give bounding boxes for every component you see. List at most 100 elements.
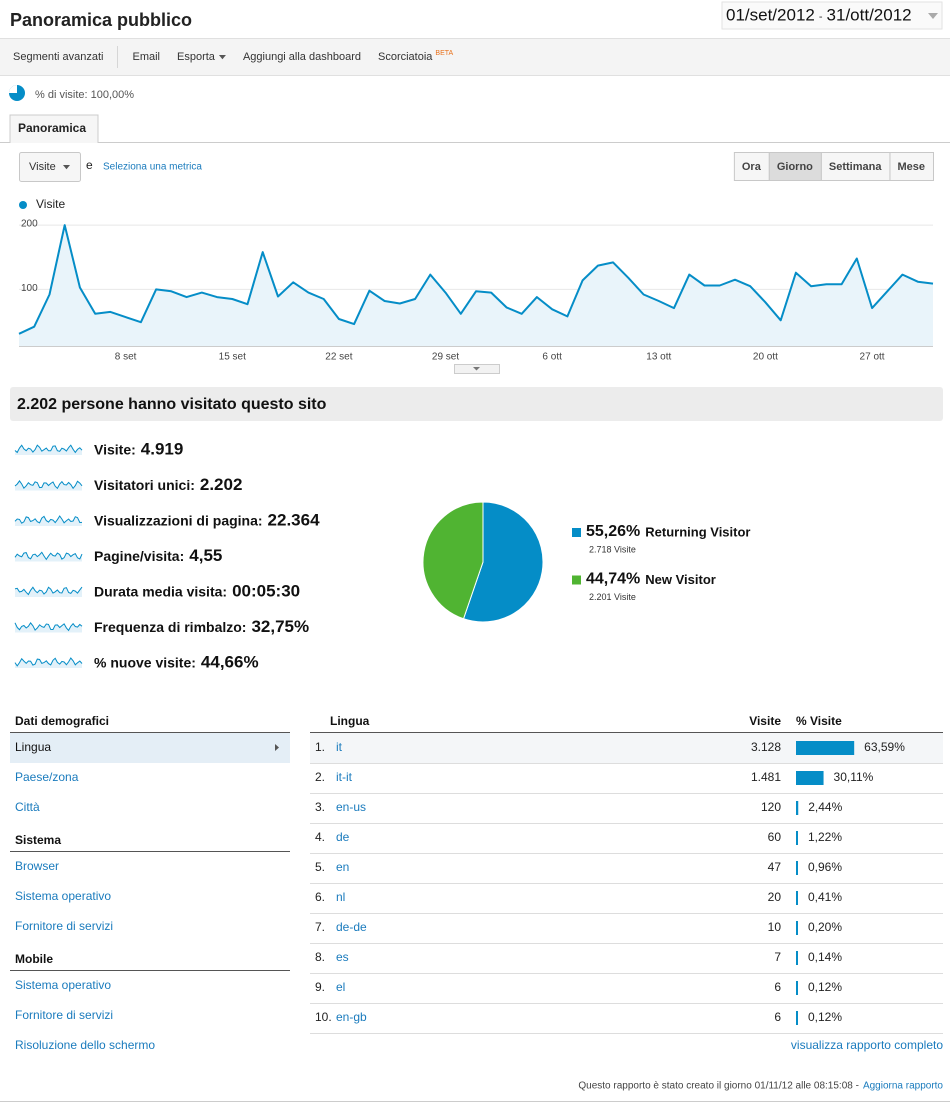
language-link[interactable]: de [336,830,350,844]
nav-item[interactable]: Sistema operativo [15,978,111,992]
beta-badge: BETA [435,50,453,57]
language-link[interactable]: it-it [336,770,353,784]
share-bar [796,771,824,785]
metric-value: 22.364 [268,510,321,529]
x-tick-label: 27 ott [860,352,885,363]
summary-bar [10,387,943,421]
refresh-link[interactable]: Aggiorna rapporto [863,1081,943,1092]
segment-label: % di visite: 100,00% [35,89,134,101]
share-label: 0,14% [808,950,842,964]
visits-value: 120 [761,800,781,814]
language-link[interactable]: en-gb [336,1010,367,1024]
column-header: % Visite [796,714,842,728]
sparkline-area [15,622,82,633]
language-link[interactable]: it [336,740,343,754]
share-label: 63,59% [864,740,905,754]
nav-section-title: Mobile [15,952,53,966]
legend-label: Visite [36,197,65,211]
x-tick-label: 29 set [432,352,459,363]
share-label: 2,44% [808,800,842,814]
dropdown-arrow [218,55,226,60]
period-button[interactable] [768,152,822,181]
visits-value: 3.128 [751,740,781,754]
metric-value: 32,75% [251,617,309,636]
column-header: Lingua [330,714,370,728]
pie-visits-label: 2.201 Visite [589,592,636,602]
nav-item[interactable]: Browser [15,859,59,873]
sparkline [14,515,83,524]
pie-value-label: 55,26% [586,523,640,540]
nav-section-title: Dati demografici [15,714,109,728]
tab[interactable] [9,114,99,143]
period-button[interactable] [820,152,891,181]
nav-item[interactable]: Sistema operativo [15,889,111,903]
toolbar-button[interactable]: Scorciatoia [378,51,433,63]
period-button[interactable] [889,152,934,181]
metric-value: 4,55 [189,546,222,565]
language-link[interactable]: de-de [336,920,367,934]
sparkline-area [15,516,82,526]
pie-slice [422,501,484,620]
tab-label[interactable]: Panoramica [18,121,86,135]
metric-label: Durata media visita: [94,584,227,600]
page-title: Panoramica pubblico [10,10,192,30]
full-report-link[interactable]: visualizza rapporto completo [791,1038,943,1052]
nav-item[interactable]: Risoluzione dello schermo [15,1038,155,1052]
language-link[interactable]: el [336,980,345,994]
period-button[interactable] [733,152,770,181]
pie-legend-label: New Visitor [645,572,716,587]
select-metric-link[interactable]: Seleziona una metrica [103,162,202,173]
metric-dropdown-label[interactable]: Visite [29,161,56,173]
period-button-label[interactable]: Mese [897,161,925,173]
row-rank: 2. [315,770,325,784]
metric-label: Visite: [94,442,136,458]
language-link[interactable]: es [336,950,349,964]
handle-arrow [473,367,480,371]
toolbar-button[interactable]: Email [133,51,161,63]
sparkline [14,657,83,667]
toolbar-button[interactable]: Aggiungi alla dashboard [243,51,361,63]
nav-selected [10,733,290,763]
nav-item[interactable]: Fornitore di servizi [15,919,113,933]
pie-visits-label: 2.718 Visite [589,544,636,554]
language-link[interactable]: en-us [336,800,366,814]
line [18,224,934,335]
metric-dropdown[interactable] [19,152,81,182]
nav-arrow [275,744,279,751]
toolbar-button[interactable]: Segmenti avanzati [13,51,104,63]
period-button-label[interactable]: Giorno [777,161,813,173]
visits-value: 1.481 [751,770,781,784]
column-header: Visite [749,714,781,728]
period-button-label[interactable]: Settimana [829,161,882,173]
sparkline [14,586,83,596]
share-label: 1,22% [808,830,842,844]
legend-swatch [572,575,581,585]
segment-icon-wedge [9,85,17,93]
sparkline [14,622,83,632]
language-link[interactable]: en [336,860,349,874]
nav-item[interactable]: Paese/zona [15,770,79,784]
x-tick-label: 6 ott [542,352,562,363]
metric-label: Frequenza di rimbalzo: [94,619,246,635]
date-picker[interactable] [721,1,943,30]
date-start: 01/set/2012 [726,5,815,24]
nav-item[interactable]: Lingua [15,740,51,754]
visits-value: 6 [774,980,781,994]
legend-swatch [572,528,581,537]
share-label: 0,96% [808,860,842,874]
toolbar-button[interactable]: Esporta [177,51,216,63]
row-rank: 10. [315,1010,332,1024]
metric-value: 44,66% [201,652,259,671]
nav-item[interactable]: Città [15,800,40,814]
share-label: 0,12% [808,980,842,994]
metric-label: Visualizzazioni di pagina: [94,513,263,529]
row-rank: 5. [315,860,325,874]
period-button-label[interactable]: Ora [742,161,762,173]
language-link[interactable]: nl [336,890,345,904]
x-tick-label: 8 set [115,352,137,363]
share-label: 30,11% [834,770,874,784]
pie-legend-label: Returning Visitor [645,524,750,539]
nav-item[interactable]: Fornitore di servizi [15,1008,113,1022]
